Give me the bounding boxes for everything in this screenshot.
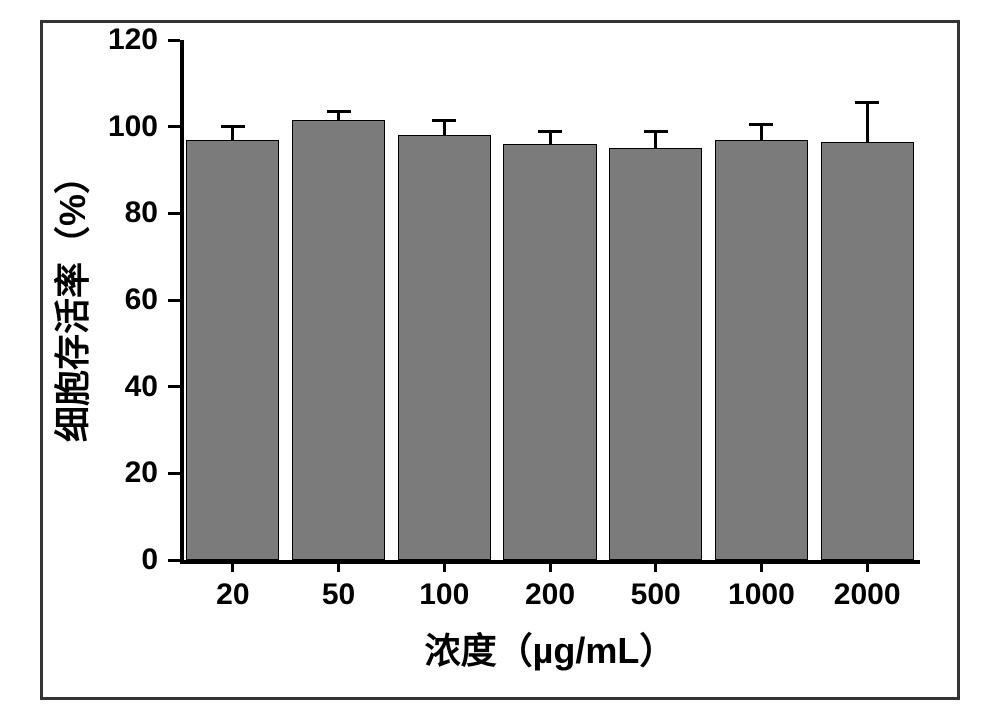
error-bar-cap [327,110,351,113]
bar [503,144,596,560]
y-tick-label: 20 [98,456,158,490]
y-axis [180,40,184,560]
bar [821,142,914,560]
error-bar [760,125,763,140]
error-bar [231,127,234,140]
error-bar-cap [855,101,879,104]
y-tick [168,299,180,302]
error-bar [549,131,552,144]
x-tick [337,560,340,572]
x-tick [549,560,552,572]
x-tick [866,560,869,572]
y-tick [168,212,180,215]
x-tick [231,560,234,572]
y-tick-label: 40 [98,370,158,404]
y-tick-label: 60 [98,283,158,317]
x-axis-label: 浓度（µg/mL） [425,622,676,674]
y-tick [168,125,180,128]
bar [609,148,702,560]
error-bar-cap [432,119,456,122]
x-tick [443,560,446,572]
x-tick [654,560,657,572]
x-tick-label: 20 [216,578,249,612]
x-tick-label: 50 [322,578,355,612]
error-bar-cap [221,125,245,128]
x-tick-label: 500 [631,578,681,612]
y-axis-label: 细胞存活率（%） [44,158,96,442]
y-tick [168,472,180,475]
error-bar [654,131,657,148]
y-tick [168,39,180,42]
x-tick-label: 2000 [834,578,901,612]
y-tick-label: 80 [98,196,158,230]
y-tick [168,385,180,388]
error-bar [443,120,446,135]
error-bar-cap [644,130,668,133]
x-tick [760,560,763,572]
x-tick-label: 1000 [728,578,795,612]
bar [398,135,491,560]
y-tick-label: 100 [98,110,158,144]
bar [186,140,279,560]
bar [292,120,385,560]
y-tick-label: 0 [98,543,158,577]
y-tick [168,559,180,562]
x-tick-label: 200 [525,578,575,612]
x-tick-label: 100 [419,578,469,612]
error-bar-cap [538,130,562,133]
error-bar [866,103,869,142]
bar [715,140,808,560]
y-tick-label: 120 [98,23,158,57]
error-bar-cap [749,123,773,126]
